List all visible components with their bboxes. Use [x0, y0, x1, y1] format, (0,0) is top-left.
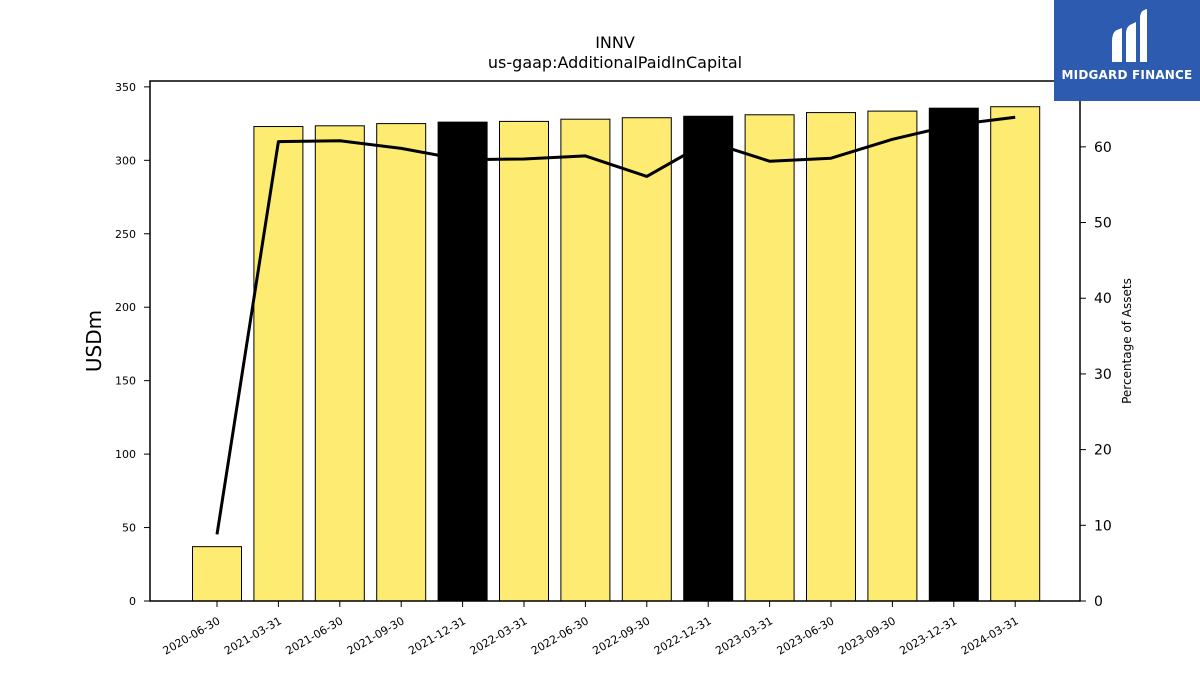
chart-title: INNV: [595, 33, 635, 52]
y2-tick-label: 60: [1094, 140, 1112, 156]
bar-2022-09-30: [621, 117, 672, 602]
bar-2023-06-30: [806, 112, 856, 602]
y-tick-label: 100: [115, 448, 136, 461]
bar-2021-03-31: [253, 126, 304, 602]
x-tick-label: 2023-03-31: [713, 614, 775, 657]
bar-2023-03-31: [744, 114, 795, 602]
x-tick-label: 2022-03-31: [468, 614, 530, 657]
bar-2021-09-30: [376, 123, 427, 602]
x-tick-label: 2021-09-30: [345, 614, 407, 657]
y-axis-label: USDm: [82, 310, 106, 372]
y-tick-label: 300: [115, 154, 136, 167]
brand-logo-text: MIDGARD FINANCE: [1061, 68, 1193, 82]
y2-tick-label: 40: [1094, 291, 1112, 307]
brand-logo: MIDGARD FINANCE: [1054, 0, 1200, 101]
x-tick-label: 2021-06-30: [283, 614, 345, 657]
y-tick-label: 150: [115, 375, 136, 388]
x-tick-label: 2022-09-30: [590, 614, 652, 657]
percentage-line: [215, 115, 1016, 535]
y2-tick-label: 30: [1094, 367, 1112, 383]
bar-2023-12-31: [928, 107, 979, 602]
y-tick-label: 250: [115, 228, 136, 241]
y-tick-label: 50: [122, 522, 136, 535]
bars-group: [192, 106, 1041, 602]
x-tick-label: 2024-03-31: [959, 614, 1021, 657]
bar-2023-09-30: [867, 110, 918, 602]
left-axis: 0 50 100 150 200 250 300 350: [115, 81, 150, 608]
x-tick-label: 2023-12-31: [897, 614, 959, 657]
bar-2021-12-31: [437, 121, 488, 602]
x-tick-label: 2020-06-30: [161, 614, 223, 657]
y2-tick-label: 10: [1094, 518, 1112, 534]
x-tick-label: 2022-06-30: [529, 614, 591, 657]
x-axis: 2020-06-30 2021-03-31 2021-06-30 2021-09-30…: [161, 601, 1021, 658]
y-tick-label: 350: [115, 81, 136, 94]
y2-tick-label: 0: [1094, 594, 1103, 610]
y-tick-label: 0: [129, 595, 136, 608]
x-tick-label: 2021-03-31: [222, 614, 284, 657]
bar-2022-12-31: [683, 115, 734, 602]
bar-2024-03-31: [990, 106, 1041, 602]
x-tick-label: 2021-12-31: [406, 614, 468, 657]
y2-tick-label: 50: [1094, 216, 1112, 232]
right-axis: 0 10 20 30 40 50 60: [1080, 140, 1112, 610]
bar-2021-06-30: [314, 125, 365, 602]
y-tick-label: 200: [115, 301, 136, 314]
bar-2022-06-30: [560, 118, 611, 602]
logo-mark-icon: [1112, 9, 1147, 62]
y2-axis-label: Percentage of Assets: [1120, 278, 1134, 404]
bar-2022-03-31: [499, 120, 549, 602]
chart-subtitle: us-gaap:AdditionalPaidInCapital: [488, 53, 742, 72]
x-tick-label: 2023-09-30: [836, 614, 898, 657]
y2-tick-label: 20: [1094, 443, 1112, 459]
x-tick-label: 2022-12-31: [652, 614, 714, 657]
plot-frame: [149, 80, 1081, 602]
bar-2020-06-30: [192, 546, 242, 602]
line-group: [215, 115, 1016, 535]
x-tick-label: 2023-06-30: [775, 614, 837, 657]
